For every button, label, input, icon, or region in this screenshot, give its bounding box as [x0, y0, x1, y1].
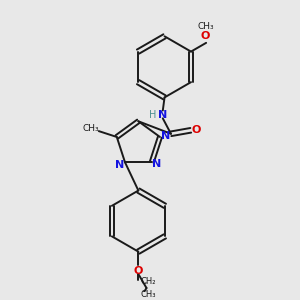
- Text: O: O: [201, 32, 210, 41]
- Text: N: N: [158, 110, 167, 120]
- Text: CH₃: CH₃: [140, 290, 156, 299]
- Text: ethyl: ethyl: [145, 282, 148, 283]
- Text: O: O: [191, 125, 201, 135]
- Text: O: O: [134, 266, 143, 276]
- Text: H: H: [149, 110, 157, 120]
- Text: CH₂: CH₂: [140, 277, 156, 286]
- Text: CH₃: CH₃: [83, 124, 99, 133]
- Text: N: N: [160, 130, 170, 140]
- Text: CH₃: CH₃: [197, 22, 214, 32]
- Text: N: N: [115, 160, 124, 170]
- Text: N: N: [152, 159, 162, 169]
